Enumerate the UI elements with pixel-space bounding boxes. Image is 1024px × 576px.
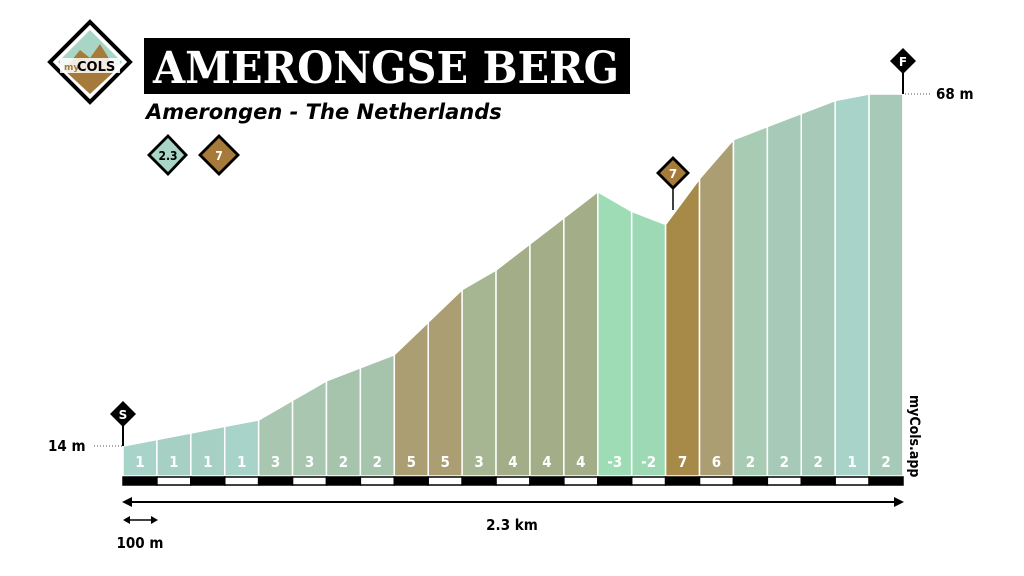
profile-segment [868, 93, 904, 477]
segment-gradient-label: 2 [339, 453, 348, 471]
start-marker-label: S [119, 408, 128, 422]
scale-bar-tick [868, 476, 904, 486]
scale-bar-tick [495, 476, 531, 486]
profile-segment [529, 216, 565, 477]
segment-gradient-label: 2 [746, 453, 755, 471]
segment-gradient-label: 5 [407, 453, 416, 471]
segment-gradient-label: 3 [474, 453, 483, 471]
watermark: myCols.app [906, 395, 922, 477]
scale-bar-tick [800, 476, 836, 486]
avg-badge-value: 2.3 [158, 149, 177, 163]
end-elevation-label: 68 m [936, 85, 974, 103]
page-subtitle: Amerongen - The Netherlands [144, 100, 502, 124]
scale-bar-tick [393, 476, 429, 486]
profile-segments [122, 93, 904, 477]
profile-segment [732, 125, 769, 477]
segment-gradient-label: 4 [508, 453, 517, 471]
total-distance-label: 2.3 km [486, 516, 538, 534]
arrow-left-icon [122, 497, 132, 507]
logo-text-bg [60, 58, 120, 73]
profile-segment [698, 137, 735, 477]
scale-bar-tick [766, 476, 803, 486]
segment-gradient-label: -2 [641, 453, 656, 471]
scale-bar-tick [529, 476, 565, 486]
max-gradient-marker: 7 [656, 156, 690, 210]
max-marker-label: 7 [669, 167, 677, 181]
segment-gradient-label: 1 [203, 453, 212, 471]
segment-gradient-label: 2 [881, 453, 890, 471]
max-marker-fill [660, 160, 686, 186]
arrow-right-icon [894, 497, 904, 507]
logo-text-cols: COLS [77, 60, 115, 75]
scale-bar-tick [630, 476, 667, 486]
total-distance-arrow [122, 497, 904, 507]
segment-gradient-label: 3 [305, 453, 314, 471]
avg-gradient-badge: 2.3 [147, 134, 188, 176]
start-elevation-label: 14 m [48, 437, 86, 455]
segment-gradient-label: 4 [576, 453, 585, 471]
scale-arrow-right-icon [151, 516, 158, 524]
avg-badge-fill [151, 138, 184, 172]
segment-gradient-labels: 1 1 1 1 3 3 2 2 5 5 3 4 4 4 -3 -2 7 6 2 2 2 1 2 2 [0, 453, 891, 471]
scale-bar-tick [223, 476, 260, 486]
scale-bar-tick [122, 476, 158, 486]
profile-segment [563, 190, 599, 477]
max-badge-value: 7 [215, 149, 223, 163]
scale-bar-tick [664, 476, 701, 486]
scale-bar-tick [461, 476, 497, 486]
profile-outline [122, 93, 903, 447]
segment-gradient-label: -3 [607, 453, 622, 471]
scale-bar-tick [597, 476, 633, 486]
scale-arrow [123, 516, 158, 524]
scale-bar-tick [834, 476, 870, 486]
profile-segment [461, 268, 497, 477]
profile-segment [597, 190, 633, 477]
profile-segment [766, 112, 803, 477]
segment-gradient-label: 2 [0, 453, 5, 471]
segment-gradient-label: 7 [678, 453, 687, 471]
scale-bar-tick [732, 476, 769, 486]
finish-diamond-icon [890, 48, 916, 74]
profile-segment [664, 176, 701, 477]
scale-label: 100 m [117, 534, 164, 552]
max-badge-fill [202, 138, 236, 172]
logo-text-my: my [64, 63, 79, 73]
segment-gradient-label: 1 [169, 453, 178, 471]
segment-gradient-label: 1 [135, 453, 144, 471]
scale-bar-tick [291, 476, 328, 486]
segment-gradient-label: 6 [712, 453, 721, 471]
distance-scale-bar [122, 476, 904, 486]
segment-gradient-label: 2 [780, 453, 789, 471]
scale-bar-tick [156, 476, 192, 486]
finish-marker-label: F [899, 55, 907, 69]
max-gradient-badge: 7 [198, 134, 240, 176]
segment-gradient-label: 5 [440, 453, 449, 471]
finish-marker: F [890, 48, 916, 94]
mycols-logo: my COLS [47, 19, 133, 105]
scale-bar-tick [563, 476, 599, 486]
segment-gradient-label: 4 [542, 453, 551, 471]
page-title: AMERONGSE BERG [152, 43, 619, 94]
profile-segment [495, 242, 531, 477]
scale-bar-tick [427, 476, 463, 486]
profile-segment [800, 99, 836, 477]
start-marker: S [110, 401, 136, 446]
profile-segment [834, 93, 870, 477]
scale-bar-tick [698, 476, 735, 486]
start-diamond-icon [110, 401, 136, 427]
title-background [144, 38, 630, 94]
scale-bar-tick [190, 476, 226, 486]
segment-gradient-label: 1 [847, 453, 856, 471]
scale-bar-tick [257, 476, 294, 486]
scale-arrow-left-icon [123, 516, 130, 524]
segment-gradient-label: 2 [814, 453, 823, 471]
segment-gradient-label: 1 [237, 453, 246, 471]
segment-gradient-label: 2 [373, 453, 382, 471]
scale-bar-tick [325, 476, 362, 486]
scale-bar-tick [359, 476, 396, 486]
segment-gradient-label: 3 [271, 453, 280, 471]
profile-segment [630, 210, 667, 477]
